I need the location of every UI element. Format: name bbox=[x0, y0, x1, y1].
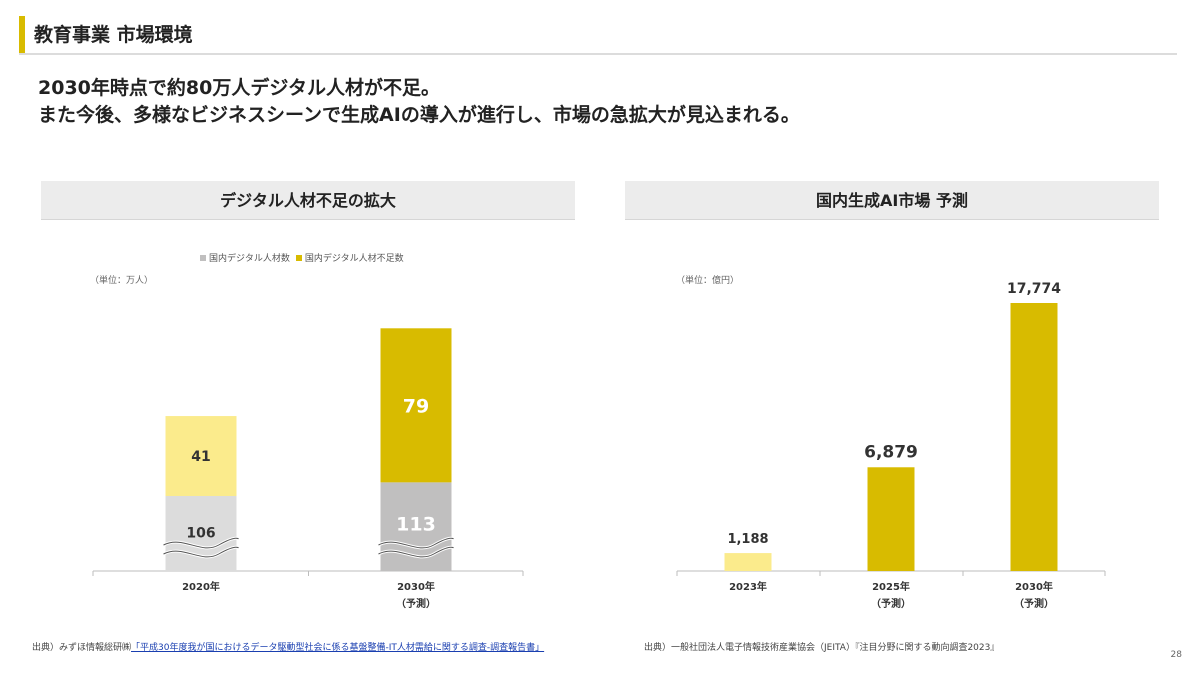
data-label: 1,188 bbox=[727, 532, 768, 547]
legend-label: 国内デジタル人材不足数 bbox=[304, 254, 404, 264]
axis-break-mark bbox=[378, 537, 454, 549]
bar-segment-shortage bbox=[380, 328, 452, 483]
x-tick-label: 2025年 bbox=[872, 580, 910, 593]
x-tick-label: （予測） bbox=[396, 597, 436, 610]
data-label-shortage: 79 bbox=[403, 395, 429, 417]
legend-item-shortage: 国内デジタル人材不足数 bbox=[295, 251, 404, 264]
right-unit-label: （単位：億円） bbox=[676, 276, 740, 286]
axis-break-mark bbox=[163, 546, 239, 558]
legend-swatch-gray bbox=[200, 254, 206, 261]
data-label-shortage: 41 bbox=[191, 449, 210, 465]
data-label-workforce: 113 bbox=[396, 514, 436, 536]
legend-label: 国内デジタル人材数 bbox=[209, 254, 290, 264]
right-source: 出典）一般社団法人電子情報技術産業協会（JEITA）『注目分野に関する動向調査2… bbox=[644, 643, 1000, 653]
lead-line-1: 2030年時点で約80万人デジタル人材が不足。 bbox=[38, 77, 440, 99]
header-divider bbox=[19, 53, 1177, 55]
page-number: 28 bbox=[1170, 650, 1182, 660]
left-unit-label: （単位：万人） bbox=[90, 276, 154, 286]
legend-swatch-yellow bbox=[295, 254, 302, 261]
bar bbox=[724, 553, 772, 571]
lead-text: 2030年時点で約80万人デジタル人材が不足。 また今後、多様なビジネスシーンで… bbox=[38, 75, 800, 129]
x-tick-label: （予測） bbox=[1014, 597, 1054, 610]
left-panel-title: デジタル人材不足の拡大 bbox=[41, 181, 575, 220]
bar-segment-workforce bbox=[165, 496, 237, 571]
x-tick-label: 2020年 bbox=[182, 580, 220, 593]
bar-segment-shortage bbox=[165, 416, 237, 496]
bar bbox=[867, 467, 915, 571]
left-source-prefix: 出典）みずほ情報総研㈱ bbox=[32, 643, 132, 653]
header-accent-bar bbox=[19, 16, 25, 54]
x-tick-label: （予測） bbox=[871, 597, 911, 610]
data-label: 6,879 bbox=[864, 442, 918, 462]
axis-break-mark bbox=[163, 537, 239, 549]
page-title: 教育事業 市場環境 bbox=[34, 24, 193, 46]
left-source: 出典）みずほ情報総研㈱「平成30年度我が国におけるデータ駆動型社会に係る基盤整備… bbox=[32, 640, 544, 653]
left-source-link[interactable]: 「平成30年度我が国におけるデータ駆動型社会に係る基盤整備-IT人材需給に関する… bbox=[131, 643, 545, 653]
axis-break-mark bbox=[378, 546, 454, 558]
x-tick-label: 2023年 bbox=[729, 580, 767, 593]
bar bbox=[1010, 303, 1058, 571]
right-panel-title: 国内生成AI市場 予測 bbox=[625, 181, 1159, 220]
left-chart-legend: 国内デジタル人材数 国内デジタル人材不足数 bbox=[200, 251, 404, 264]
data-label: 17,774 bbox=[1007, 281, 1061, 297]
data-label-workforce: 106 bbox=[186, 526, 215, 542]
legend-item-workforce: 国内デジタル人材数 bbox=[200, 251, 290, 264]
x-tick-label: 2030年 bbox=[397, 580, 435, 593]
lead-line-2: また今後、多様なビジネスシーンで生成AIの導入が進行し、市場の急拡大が見込まれる… bbox=[38, 104, 800, 126]
x-tick-label: 2030年 bbox=[1015, 580, 1053, 593]
